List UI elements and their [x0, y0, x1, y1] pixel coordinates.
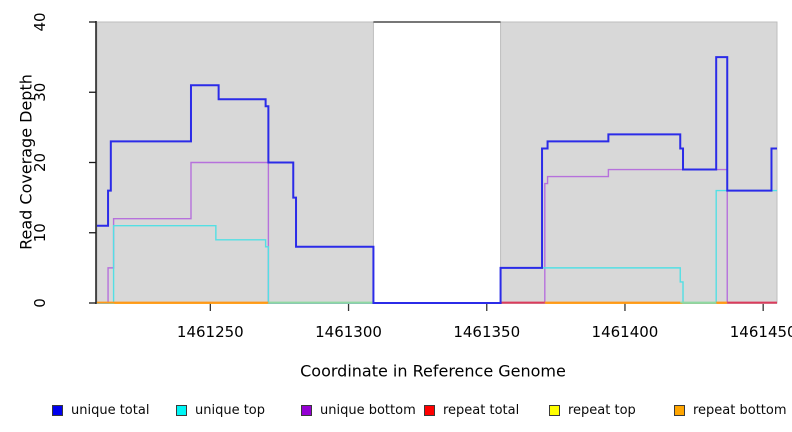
series-line-unique-total	[97, 56, 777, 304]
legend-swatch-icon	[52, 404, 63, 416]
x-tick-label: 1461300	[315, 323, 382, 341]
x-tick-label: 1461400	[592, 323, 659, 341]
y-tick-label: 0	[31, 298, 49, 308]
legend-item-unique-total: unique total	[52, 401, 149, 419]
legend-item-repeat-top: repeat top	[549, 401, 636, 419]
legend-item-unique-bottom: unique bottom	[301, 401, 416, 419]
legend-swatch-icon	[674, 404, 685, 416]
legend-label: repeat total	[443, 402, 520, 418]
legend-swatch-icon	[549, 404, 560, 416]
legend-swatch-icon	[176, 404, 187, 416]
x-tick-label: 1461350	[453, 323, 520, 341]
shaded-region-2	[500, 21, 778, 304]
legend-item-repeat-total: repeat total	[424, 401, 519, 419]
y-tick-label: 30	[31, 83, 49, 102]
legend-swatch-icon	[301, 404, 312, 416]
legend: unique total unique top unique bottom repea…	[0, 401, 792, 421]
legend-label: unique top	[195, 402, 266, 418]
legend-swatch-icon	[424, 404, 435, 416]
y-tick-label: 40	[31, 12, 49, 31]
x-axis-title: Coordinate in Reference Genome	[300, 361, 566, 381]
x-tick-label: 1461250	[177, 323, 244, 341]
legend-label: unique bottom	[320, 402, 416, 418]
legend-label: unique total	[71, 402, 150, 418]
legend-label: repeat bottom	[693, 402, 787, 418]
y-tick-label: 10	[31, 223, 49, 242]
y-axis-title: Read Coverage Depth	[16, 74, 36, 250]
y-tick-label: 20	[31, 153, 49, 172]
x-tick-label: 1461450	[730, 323, 792, 341]
legend-item-unique-top: unique top	[176, 401, 265, 419]
legend-item-repeat-bottom: repeat bottom	[674, 401, 787, 419]
legend-label: repeat top	[568, 402, 636, 418]
